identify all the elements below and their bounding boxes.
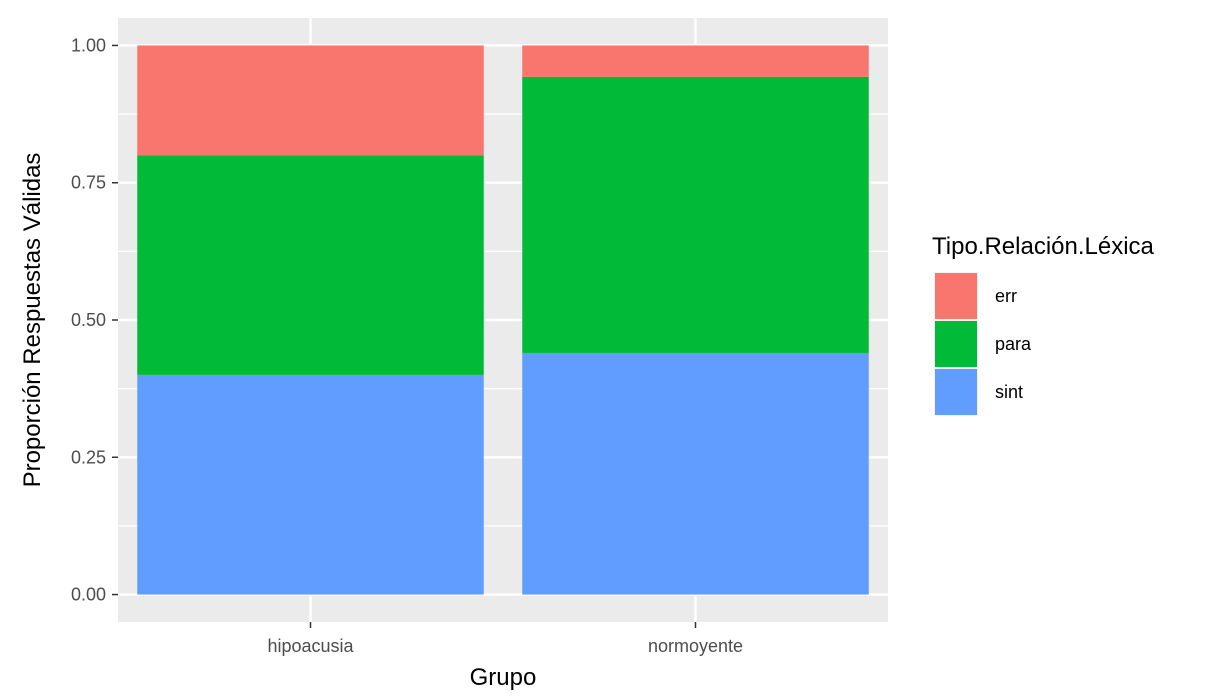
bars: [137, 45, 869, 595]
bar-segment-para-hipoacusia: [137, 155, 484, 375]
x-tick-label: normoyente: [648, 636, 743, 656]
legend-title: Tipo.Relación.Léxica: [932, 233, 1155, 260]
x-axis-title: Grupo: [470, 664, 537, 691]
x-axis: hipoacusia normoyente: [267, 622, 743, 656]
legend-label-err: err: [995, 286, 1017, 306]
y-tick-label: 0.25: [71, 447, 106, 467]
legend-swatch-para: [935, 321, 977, 367]
bar-segment-sint-normoyente: [522, 352, 869, 595]
legend-label-para: para: [995, 334, 1032, 354]
y-tick-label: 0.75: [71, 173, 106, 193]
bar-segment-err-normoyente: [522, 45, 869, 77]
bar-segment-sint-hipoacusia: [137, 374, 484, 595]
y-axis: 0.00 0.25 0.50 0.75 1.00: [71, 35, 118, 605]
legend: err para sint: [934, 272, 1032, 416]
y-tick-label: 1.00: [71, 35, 106, 55]
legend-swatch-err: [935, 273, 977, 319]
bar-segment-para-normoyente: [522, 76, 869, 353]
y-tick-label: 0.50: [71, 310, 106, 330]
bar-segment-err-hipoacusia: [137, 45, 484, 156]
y-axis-title: Proporción Respuestas Válidas: [19, 153, 46, 488]
y-tick-label: 0.00: [71, 585, 106, 605]
legend-swatch-sint: [935, 369, 977, 415]
legend-label-sint: sint: [995, 382, 1023, 402]
x-tick-label: hipoacusia: [267, 636, 354, 656]
